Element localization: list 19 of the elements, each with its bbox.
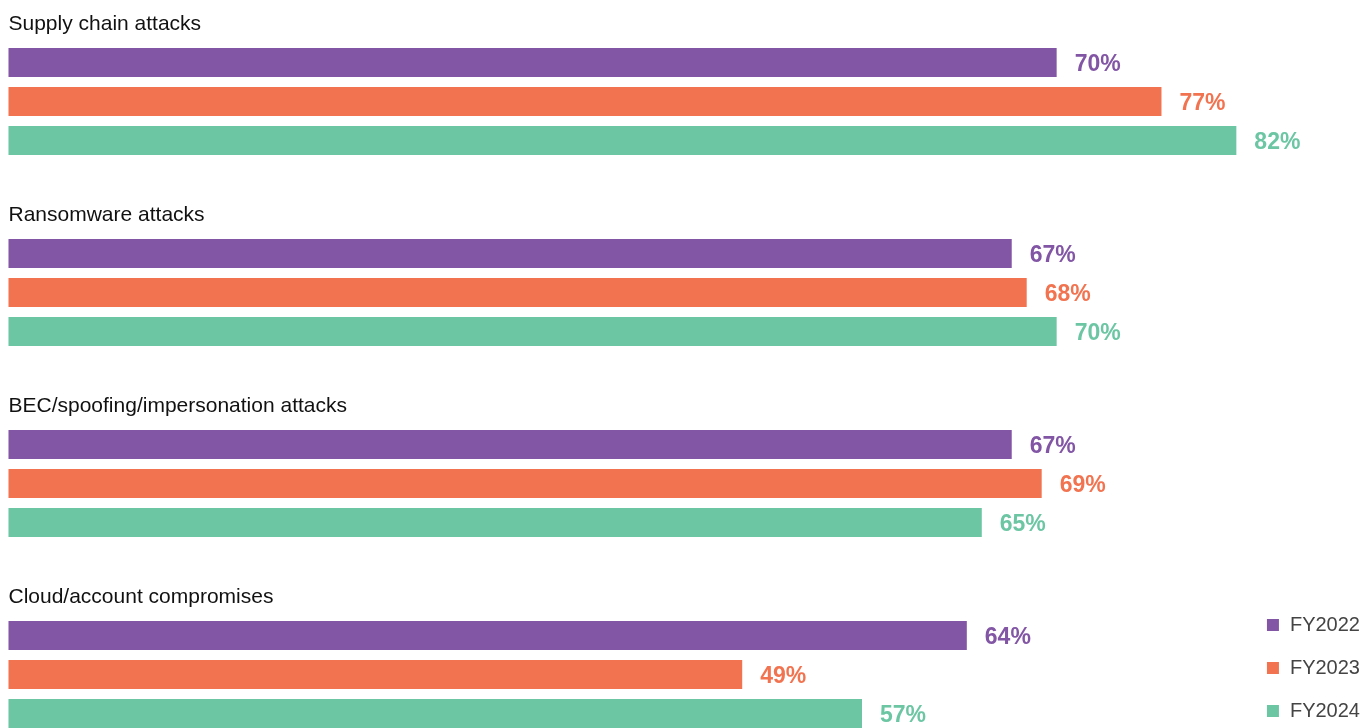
data-label: 65% [999, 509, 1046, 536]
data-label: 68% [1044, 279, 1091, 306]
y-tick-label: Supply chain attacks [8, 11, 202, 34]
data-label: 49% [760, 661, 807, 688]
data-label: 67% [1029, 240, 1076, 267]
data-label: 77% [1179, 88, 1226, 115]
data-label: 69% [1059, 470, 1106, 497]
y-tick-label: Cloud/account compromises [8, 584, 274, 607]
data-label: 64% [984, 622, 1031, 649]
legend-label: FY2023 [1289, 656, 1360, 679]
y-tick-label: BEC/spoofing/impersonation attacks [8, 393, 347, 416]
data-label: 70% [1074, 318, 1121, 345]
data-label: 70% [1074, 49, 1121, 76]
data-label: 57% [880, 700, 927, 727]
data-label: 82% [1254, 127, 1301, 154]
legend-label: FY2024 [1289, 699, 1360, 722]
legend-label: FY2022 [1289, 613, 1360, 636]
data-label: 67% [1029, 431, 1076, 458]
y-tick-label: Ransomware attacks [8, 202, 205, 225]
